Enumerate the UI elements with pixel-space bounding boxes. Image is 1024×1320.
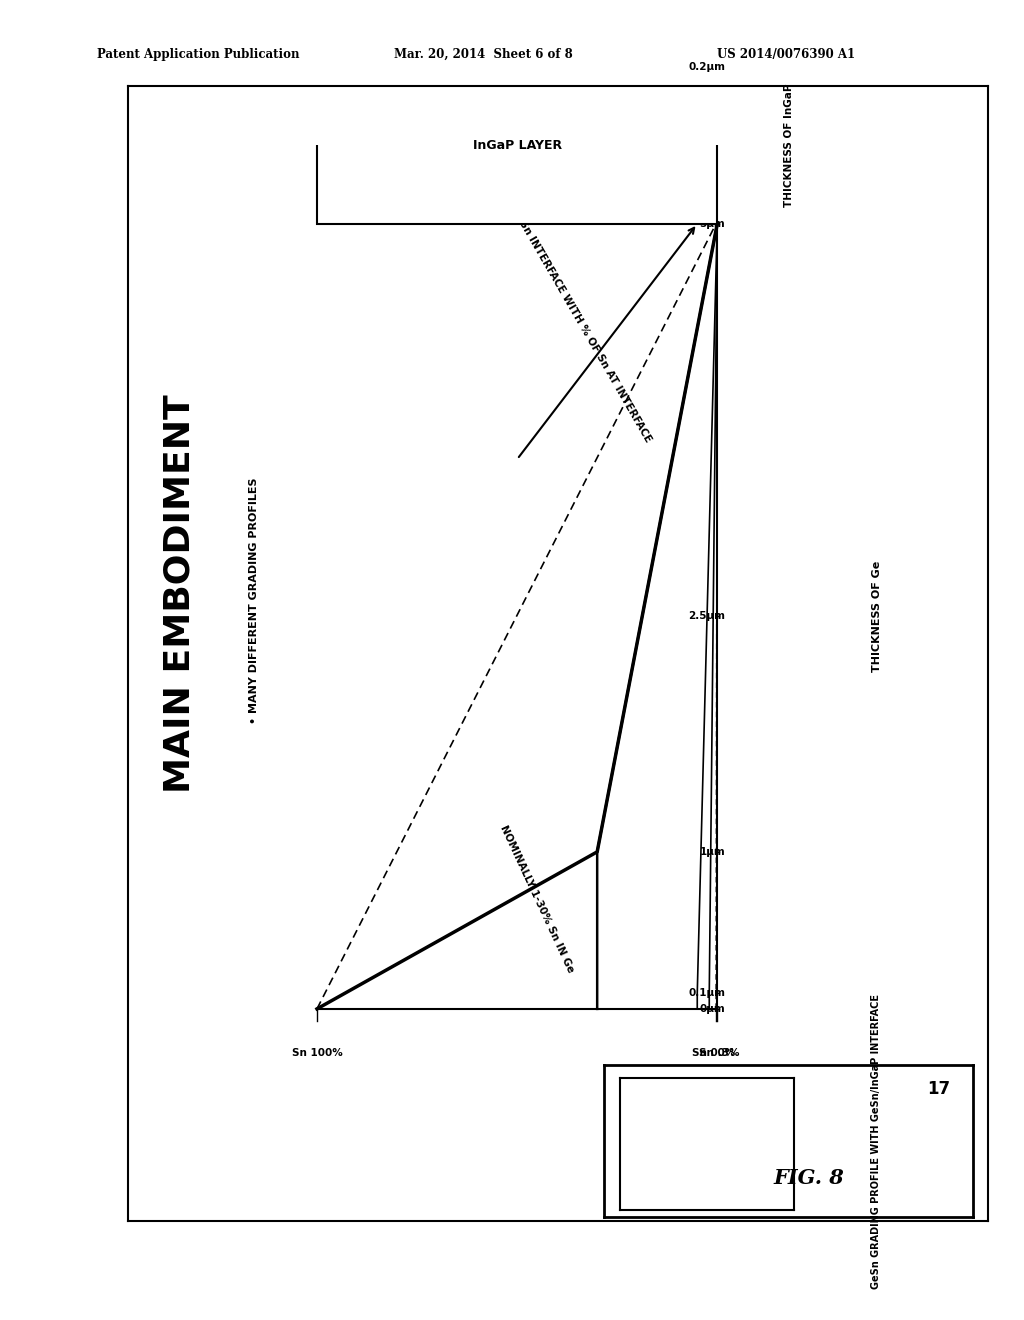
Text: THICKNESS OF InGaP: THICKNESS OF InGaP (784, 83, 795, 207)
Text: NOMINALLY 1-30% Sn IN Ge: NOMINALLY 1-30% Sn IN Ge (499, 824, 575, 974)
Text: Sn 0%: Sn 0% (699, 1048, 735, 1059)
Text: MAIN EMBODIMENT: MAIN EMBODIMENT (162, 395, 197, 793)
Text: GeSn GRADING PROFILE WITH GeSn/InGaP INTERFACE: GeSn GRADING PROFILE WITH GeSn/InGaP INT… (870, 994, 881, 1290)
Text: Patent Application Publication: Patent Application Publication (97, 48, 300, 61)
Text: Mar. 20, 2014  Sheet 6 of 8: Mar. 20, 2014 Sheet 6 of 8 (394, 48, 573, 61)
Text: 5μm: 5μm (699, 219, 725, 228)
Text: 0μm: 0μm (699, 1005, 725, 1014)
Text: Sn 100%: Sn 100% (292, 1048, 342, 1059)
Text: 0.2μm: 0.2μm (688, 62, 725, 71)
Text: 2.5μm: 2.5μm (688, 611, 725, 622)
Text: 17: 17 (927, 1080, 950, 1098)
Text: 1μm: 1μm (699, 847, 725, 857)
Bar (317, 67, 717, 223)
Text: • MANY DIFFERENT GRADING PROFILES: • MANY DIFFERENT GRADING PROFILES (249, 478, 259, 723)
Text: FIG. 8: FIG. 8 (773, 1168, 845, 1188)
Text: GeSn INTERFACE WITH % OF Sn AT INTERFACE: GeSn INTERFACE WITH % OF Sn AT INTERFACE (509, 205, 653, 444)
Text: THICKNESS OF Ge: THICKNESS OF Ge (872, 561, 883, 672)
Text: InGaP LAYER: InGaP LAYER (472, 139, 562, 152)
Text: 0.1μm: 0.1μm (688, 989, 725, 998)
Text: Sn 0.3%: Sn 0.3% (692, 1048, 739, 1059)
Text: US 2014/0076390 A1: US 2014/0076390 A1 (717, 48, 855, 61)
